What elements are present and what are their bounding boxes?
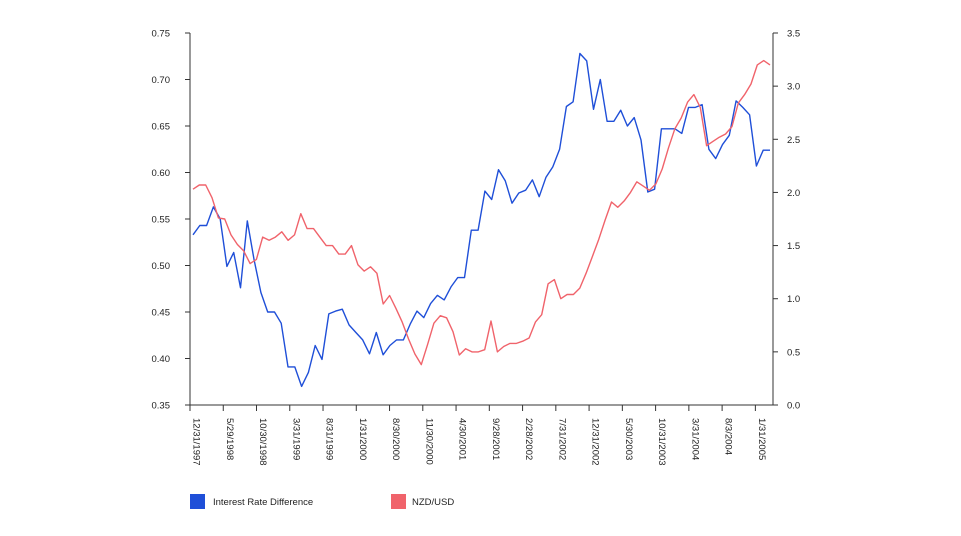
right-tick-label: 2.5 <box>787 135 800 146</box>
x-tick-label: 12/31/1997 <box>191 418 202 466</box>
x-tick-label: 8/3/2004 <box>723 418 734 455</box>
x-tick-label: 7/31/2002 <box>556 418 567 460</box>
x-tick-label: 5/30/2003 <box>623 418 634 460</box>
x-tick-label: 1/31/2005 <box>756 418 767 460</box>
legend-swatch-interest-rate-difference <box>190 494 205 509</box>
legend: Interest Rate Difference NZD/USD <box>190 494 454 509</box>
left-tick-label: 0.65 <box>152 122 171 133</box>
right-tick-label: 2.0 <box>787 188 800 199</box>
x-tick-label: 12/31/2002 <box>590 418 601 466</box>
x-tick-label: 5/29/1998 <box>224 418 235 460</box>
left-tick-label: 0.50 <box>152 261 171 272</box>
right-tick-label: 3.5 <box>787 29 800 40</box>
right-tick-label: 1.0 <box>787 294 800 305</box>
x-tick-label: 8/31/1999 <box>324 418 335 460</box>
left-tick-label: 0.40 <box>152 354 171 365</box>
left-tick-label: 0.75 <box>152 29 171 40</box>
x-tick-label: 3/31/2004 <box>689 418 700 460</box>
x-tick-label: 9/28/2001 <box>490 418 501 460</box>
right-axis-ticks: 3.5 3.0 2.5 2.0 1.5 1.0 0.5 0.0 <box>773 29 800 412</box>
series-lines <box>192 52 771 388</box>
legend-label-nzd-usd: NZD/USD <box>412 497 454 508</box>
x-tick-label: 8/30/2000 <box>390 418 401 460</box>
x-tick-label: 4/30/2001 <box>457 418 468 460</box>
series-line-interest-rate-difference <box>192 52 770 388</box>
x-tick-label: 2/28/2002 <box>523 418 534 460</box>
left-axis-ticks: 0.75 0.70 0.65 0.60 0.55 0.50 0.45 0.40 0.35 <box>152 29 190 412</box>
right-tick-label: 1.5 <box>787 241 800 252</box>
right-tick-label: 3.0 <box>787 82 800 93</box>
axes <box>189 33 774 406</box>
legend-swatch-nzd-usd <box>391 494 406 509</box>
left-tick-label: 0.70 <box>152 75 171 86</box>
x-tick-label: 11/30/2000 <box>423 418 434 465</box>
legend-label-interest-rate-difference: Interest Rate Difference <box>213 497 313 508</box>
left-tick-label: 0.55 <box>152 215 171 226</box>
x-axis-ticks: 12/31/1997 5/29/1998 10/30/1998 3/31/1999 8/… <box>189 405 767 466</box>
right-tick-label: 0.5 <box>787 347 800 358</box>
x-tick-label: 10/30/1998 <box>257 418 268 466</box>
right-tick-label: 0.0 <box>787 401 800 412</box>
left-tick-label: 0.45 <box>152 308 171 319</box>
series-line-nzd-usd <box>192 59 771 366</box>
x-tick-label: 3/31/1999 <box>290 418 301 460</box>
left-tick-label: 0.60 <box>152 168 171 179</box>
left-tick-label: 0.35 <box>152 401 171 412</box>
x-tick-label: 1/31/2000 <box>357 418 368 460</box>
x-tick-label: 10/31/2003 <box>656 418 667 466</box>
